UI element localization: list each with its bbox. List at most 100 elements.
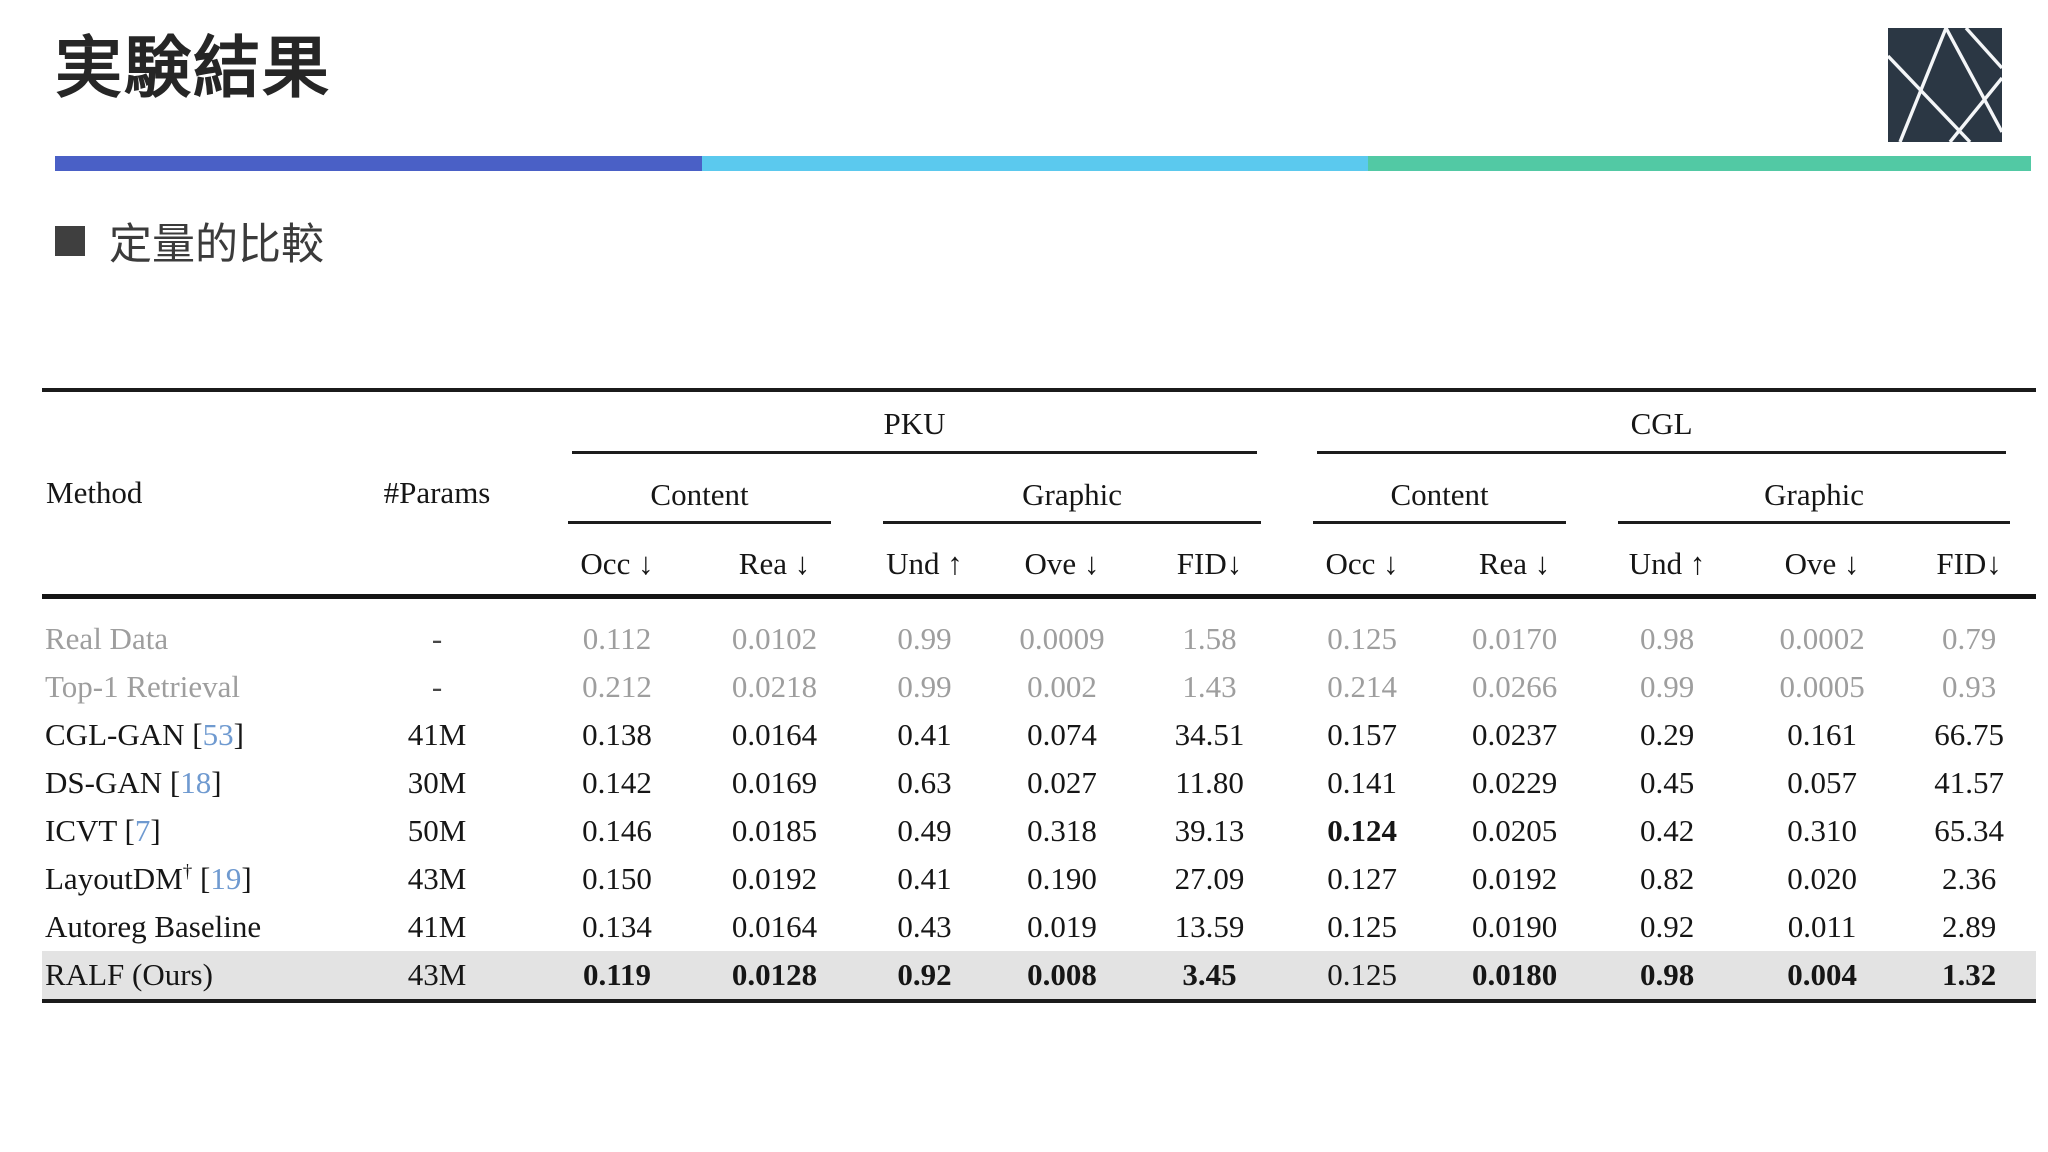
value-cell: 66.75 bbox=[1934, 716, 2004, 752]
citation-number: 7 bbox=[134, 812, 151, 848]
accent-segment-indigo bbox=[55, 156, 702, 171]
value-cell: 27.09 bbox=[1174, 860, 1245, 896]
params-column-header: #Params bbox=[332, 390, 542, 599]
value-cell: 0.0192 bbox=[1471, 860, 1558, 896]
metric-header: Und ↑ bbox=[1592, 524, 1743, 599]
value-cell: 0.0002 bbox=[1779, 620, 1865, 656]
value-cell: 0.318 bbox=[1027, 812, 1097, 848]
metric-header: Und ↑ bbox=[857, 524, 992, 599]
table-row: ICVT [7] 50M 0.146 0.0185 0.49 0.318 39.13 0.12… bbox=[42, 807, 2036, 855]
dataset-group-label: PKU bbox=[572, 406, 1258, 454]
value-cell: 0.0229 bbox=[1471, 764, 1558, 800]
value-cell: 0.0237 bbox=[1471, 716, 1558, 752]
params-cell: - bbox=[431, 668, 443, 704]
subgroup-label: Graphic bbox=[1618, 477, 2011, 524]
subgroup-label: Graphic bbox=[883, 477, 1262, 524]
subgroup-header-row: Content Graphic Content Graphic bbox=[42, 454, 2036, 524]
value-cell: 0.0180 bbox=[1437, 950, 1593, 1001]
subgroup-label: Content bbox=[568, 477, 831, 524]
method-cell: LayoutDM† [19] bbox=[45, 860, 252, 896]
table-row: Autoreg Baseline 41M 0.134 0.0164 0.43 0.019 1… bbox=[42, 903, 2036, 951]
value-cell: 0.212 bbox=[582, 668, 652, 704]
metric-header: Rea ↓ bbox=[1437, 524, 1593, 599]
value-cell: 2.89 bbox=[1941, 908, 1997, 944]
table-row: Real Data - 0.112 0.0102 0.99 0.0009 1.58 0.125… bbox=[42, 596, 2036, 663]
value-cell: 0.112 bbox=[582, 620, 652, 656]
table-row: DS-GAN [18] 30M 0.142 0.0169 0.63 0.027 11.80 0… bbox=[42, 759, 2036, 807]
metric-header-row: Occ ↓ Rea ↓ Und ↑ Ove ↓ FID↓ Occ ↓ Rea ↓ Und ↑ O… bbox=[42, 524, 2037, 599]
value-cell: 65.34 bbox=[1934, 812, 2004, 848]
value-cell: 0.0190 bbox=[1471, 908, 1558, 944]
section-label: 定量的比較 bbox=[109, 221, 324, 269]
method-cell: DS-GAN [18] bbox=[45, 764, 222, 800]
subgroup-header-pku-content: Content bbox=[542, 454, 857, 524]
metric-header: Ove ↓ bbox=[992, 524, 1132, 599]
dataset-group-label: CGL bbox=[1317, 406, 2007, 454]
value-cell: 0.157 bbox=[1327, 716, 1397, 752]
value-cell: 0.79 bbox=[1941, 620, 1997, 656]
value-cell: 0.0169 bbox=[731, 764, 818, 800]
method-cell: ICVT [7] bbox=[45, 812, 161, 848]
value-cell: 0.0164 bbox=[731, 716, 818, 752]
value-cell: 0.146 bbox=[582, 812, 652, 848]
value-cell: 34.51 bbox=[1174, 716, 1245, 752]
page-title: 実験結果 bbox=[55, 31, 331, 106]
value-cell: 1.32 bbox=[1902, 950, 2037, 1001]
value-cell: 0.0102 bbox=[731, 620, 818, 656]
citation-number: 53 bbox=[202, 716, 234, 752]
subgroup-header-cgl-content: Content bbox=[1287, 454, 1592, 524]
value-cell: 0.002 bbox=[1027, 668, 1097, 704]
params-cell: 43M bbox=[332, 950, 542, 1001]
value-cell: 0.161 bbox=[1787, 716, 1857, 752]
metric-header: Occ ↓ bbox=[1287, 524, 1438, 599]
value-cell: 0.98 bbox=[1592, 950, 1743, 1001]
value-cell: 0.124 bbox=[1327, 812, 1397, 848]
value-cell: 0.99 bbox=[1639, 668, 1695, 704]
method-cell: Autoreg Baseline bbox=[45, 908, 262, 944]
accent-segment-sky bbox=[702, 156, 1368, 171]
params-cell: 30M bbox=[407, 764, 467, 800]
metric-header: FID↓ bbox=[1132, 524, 1288, 599]
method-column-header: Method bbox=[42, 390, 332, 599]
subgroup-header-cgl-graphic: Graphic bbox=[1592, 454, 2036, 524]
value-cell: 0.020 bbox=[1787, 860, 1857, 896]
value-cell: 0.41 bbox=[897, 860, 952, 896]
accent-divider-bar bbox=[55, 156, 2031, 171]
metric-header: Occ ↓ bbox=[542, 524, 692, 599]
value-cell: 0.125 bbox=[1327, 620, 1397, 656]
value-cell: 0.019 bbox=[1027, 908, 1097, 944]
value-cell: 0.027 bbox=[1027, 764, 1097, 800]
value-cell: 1.58 bbox=[1182, 620, 1237, 656]
value-cell: 39.13 bbox=[1174, 812, 1245, 848]
value-cell: 0.45 bbox=[1639, 764, 1695, 800]
value-cell: 0.119 bbox=[542, 950, 692, 1001]
value-cell: 0.011 bbox=[1787, 908, 1857, 944]
value-cell: 0.008 bbox=[992, 950, 1132, 1001]
value-cell: 0.0218 bbox=[731, 668, 818, 704]
value-cell: 0.0192 bbox=[731, 860, 818, 896]
value-cell: 0.0005 bbox=[1779, 668, 1865, 704]
metric-header: FID↓ bbox=[1902, 524, 2037, 599]
value-cell: 0.49 bbox=[897, 812, 952, 848]
metric-header: Rea ↓ bbox=[692, 524, 857, 599]
value-cell: 0.63 bbox=[897, 764, 952, 800]
value-cell: 0.99 bbox=[897, 668, 952, 704]
citation-number: 18 bbox=[180, 764, 212, 800]
value-cell: 0.141 bbox=[1327, 764, 1397, 800]
value-cell: 0.0170 bbox=[1471, 620, 1558, 656]
method-cell: Top-1 Retrieval bbox=[45, 668, 240, 704]
value-cell: 0.125 bbox=[1287, 950, 1438, 1001]
table-row: LayoutDM† [19] 43M 0.150 0.0192 0.41 0.190 27.… bbox=[42, 855, 2036, 903]
value-cell: 13.59 bbox=[1174, 908, 1245, 944]
value-cell: 0.92 bbox=[1639, 908, 1695, 944]
method-cell: CGL-GAN [53] bbox=[45, 716, 244, 752]
value-cell: 0.0128 bbox=[692, 950, 857, 1001]
table-row: CGL-GAN [53] 41M 0.138 0.0164 0.41 0.074 34.51… bbox=[42, 711, 2036, 759]
params-cell: - bbox=[431, 620, 443, 656]
value-cell: 0.057 bbox=[1787, 764, 1857, 800]
value-cell: 1.43 bbox=[1182, 668, 1237, 704]
value-cell: 0.82 bbox=[1639, 860, 1695, 896]
subgroup-header-pku-graphic: Graphic bbox=[857, 454, 1287, 524]
params-cell: 43M bbox=[407, 860, 467, 896]
value-cell: 0.93 bbox=[1941, 668, 1997, 704]
